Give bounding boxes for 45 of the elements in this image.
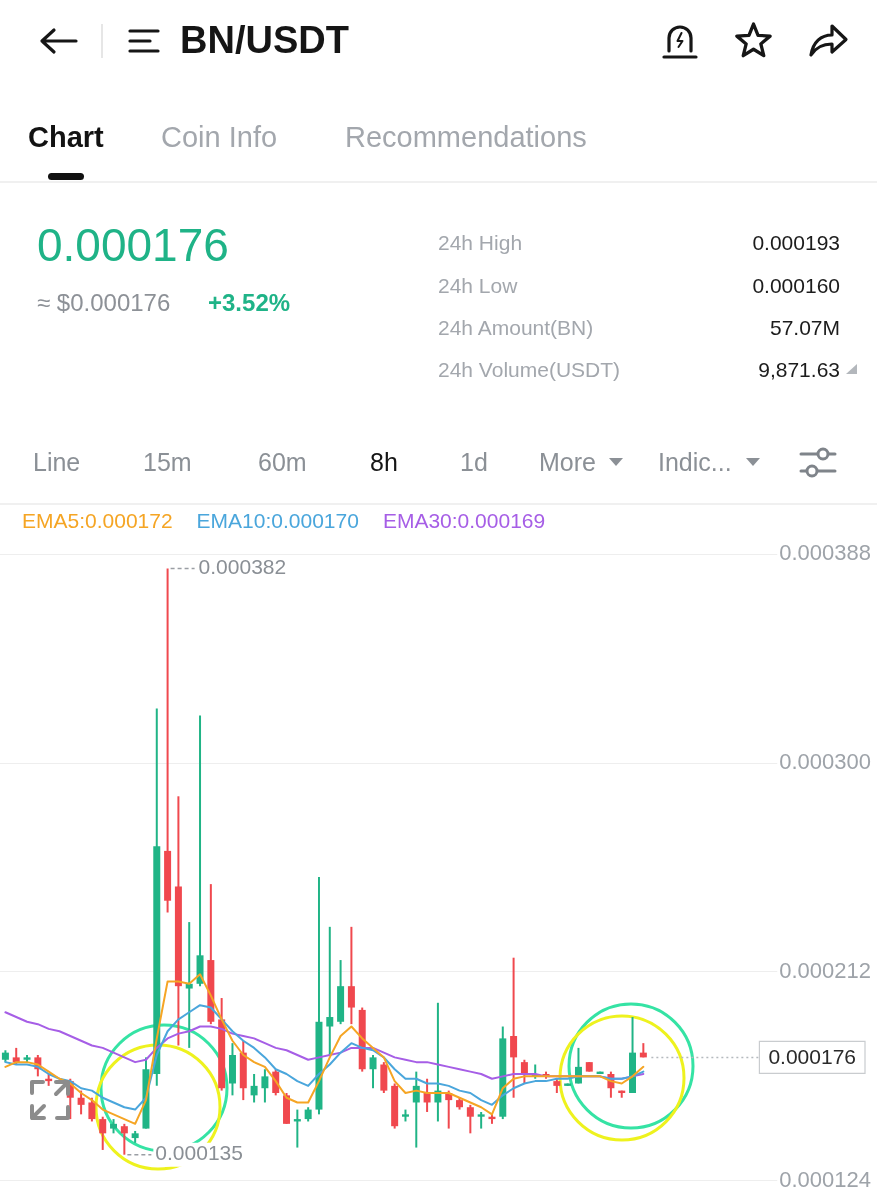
candlestick — [466, 1103, 474, 1135]
text: EMA5:0.000172 — [22, 509, 173, 533]
text: 15m — [143, 447, 192, 477]
candlestick — [326, 925, 334, 1057]
text: 57.07M — [769, 315, 840, 341]
text: Line — [33, 447, 81, 477]
text: EMA30:0.000169 — [382, 509, 546, 533]
text: ≈ $0.000176 — [37, 288, 171, 318]
candlestick — [185, 921, 193, 1049]
text: Coin Info — [161, 119, 278, 155]
ref-line-label: 0.000176 — [768, 1045, 856, 1069]
candlestick — [261, 1068, 269, 1104]
text: 24h High — [438, 230, 523, 256]
candlestick — [250, 1072, 258, 1104]
text: 60m — [258, 447, 307, 477]
candlestick — [520, 1058, 528, 1085]
candlestick — [347, 925, 355, 1026]
annotation: 0.000382 — [198, 555, 287, 579]
text: 8h — [370, 447, 398, 477]
chart-title: BN/USDT — [180, 18, 349, 63]
candlestick — [120, 1122, 128, 1156]
candlestick — [99, 1115, 107, 1151]
text: 24h Low — [438, 273, 518, 299]
annotation: 0.000135 — [155, 1141, 243, 1165]
text: 0.000160 — [752, 273, 840, 299]
text: Indic... — [658, 447, 732, 477]
text: More — [539, 447, 596, 477]
text: EMA10:0.000170 — [196, 509, 359, 533]
text: 24h Amount(BN) — [438, 315, 594, 341]
text: Chart — [28, 119, 104, 155]
text: 9,871.63 — [758, 357, 840, 383]
candlestick — [77, 1089, 85, 1116]
text: 0.000193 — [752, 230, 840, 256]
text: 24h Volume(USDT) — [438, 357, 621, 383]
candlestick — [510, 956, 518, 1099]
y-tick-label: 0.000212 — [779, 958, 871, 983]
candlestick — [369, 1054, 377, 1090]
y-tick-label: 0.000300 — [779, 749, 871, 775]
y-tick-label: 0.000388 — [779, 540, 871, 566]
y-tick-label: 0.000124 — [779, 1166, 871, 1192]
text: +3.52% — [208, 288, 291, 318]
candlestick — [88, 1096, 96, 1123]
text: 1d — [460, 447, 488, 477]
text: Recommendations — [345, 119, 587, 155]
text: 0.000176 — [37, 218, 229, 274]
